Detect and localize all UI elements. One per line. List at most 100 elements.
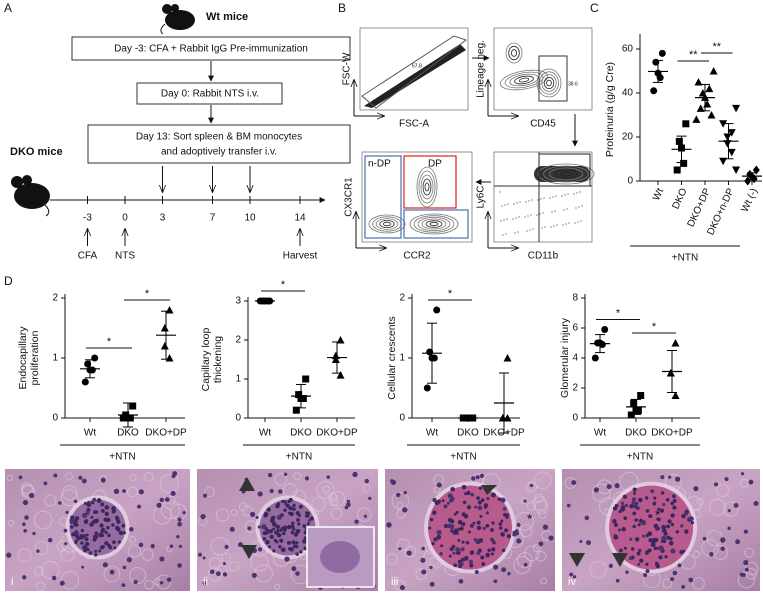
nucleus	[94, 553, 98, 557]
nucleus	[257, 491, 263, 497]
nucleus	[485, 552, 491, 558]
significance-label: *	[616, 307, 621, 319]
nucleus	[487, 548, 491, 552]
nucleus	[677, 563, 682, 568]
nucleus	[476, 525, 482, 531]
nucleus	[295, 528, 301, 534]
nucleus	[621, 527, 626, 532]
event-dot	[541, 227, 543, 229]
tubule	[394, 579, 406, 591]
tubule	[126, 486, 138, 498]
nucleus	[727, 526, 731, 530]
nucleus	[453, 528, 459, 534]
y-axis-label: proliferation	[29, 330, 41, 385]
nucleus	[275, 524, 280, 530]
contour	[368, 214, 406, 234]
nucleus	[402, 507, 408, 513]
data-point	[705, 84, 714, 93]
nucleus	[114, 515, 119, 520]
event-dot	[536, 214, 538, 216]
nucleus	[261, 524, 267, 530]
nucleus	[629, 504, 634, 509]
nucleus	[501, 548, 506, 553]
data-point	[666, 369, 675, 377]
nucleus	[51, 575, 57, 581]
nucleus	[429, 517, 434, 522]
nucleus	[137, 504, 142, 509]
y-tick-label: 6	[572, 323, 578, 334]
nucleus	[443, 523, 449, 529]
nucleus	[390, 479, 397, 486]
nucleus	[117, 540, 121, 544]
nucleus	[461, 484, 467, 490]
event-dot	[566, 208, 568, 210]
event-dot	[554, 210, 556, 212]
data-point	[295, 391, 303, 399]
nucleus	[121, 583, 126, 588]
event-dot	[515, 217, 517, 219]
nucleus	[229, 526, 235, 532]
nucleus	[632, 491, 636, 495]
event-dot	[578, 206, 580, 208]
tubule	[34, 541, 49, 556]
nucleus	[500, 497, 506, 503]
nucleus	[200, 513, 206, 520]
step-box	[71, 36, 351, 61]
event-dot	[549, 197, 551, 199]
nucleus	[579, 539, 583, 543]
tubule	[141, 548, 154, 561]
flow-x-label: CD11b	[528, 251, 559, 262]
nucleus	[96, 498, 102, 503]
nucleus	[88, 550, 93, 555]
nucleus	[744, 567, 749, 572]
nucleus	[664, 555, 668, 559]
nucleus	[84, 537, 89, 542]
nucleus	[640, 519, 647, 526]
nucleus	[93, 534, 97, 539]
nucleus	[122, 489, 126, 493]
y-tick-label: 2	[572, 383, 578, 394]
nucleus	[469, 523, 474, 528]
x-tick-label: DKO	[625, 428, 647, 439]
nucleus	[491, 521, 495, 525]
nucleus	[302, 524, 307, 528]
nucleus	[584, 515, 590, 521]
data-point	[503, 414, 512, 422]
nucleus	[111, 523, 115, 527]
tubule	[520, 497, 528, 505]
nucleus	[100, 502, 105, 507]
data-point	[727, 129, 736, 137]
contour	[429, 221, 439, 227]
tubule	[250, 553, 269, 572]
tubule	[712, 545, 728, 561]
nucleus	[80, 528, 85, 533]
nucleus	[735, 539, 741, 545]
nucleus	[70, 525, 74, 529]
data-point	[430, 354, 438, 362]
nucleus	[386, 522, 392, 528]
nucleus	[69, 517, 75, 524]
nucleus	[650, 489, 655, 494]
nucleus	[635, 506, 640, 511]
nucleus	[503, 512, 507, 517]
nucleus	[288, 511, 292, 516]
x-tick-label: DKO+DP	[316, 428, 358, 439]
nucleus	[82, 545, 87, 550]
data-point	[627, 411, 635, 419]
nucleus	[490, 528, 495, 532]
nucleus	[368, 496, 372, 501]
data-point	[630, 399, 638, 407]
flow-y-label: FSC-W	[342, 52, 353, 85]
event-dot	[565, 223, 567, 225]
tubule	[716, 483, 730, 497]
nucleus	[346, 502, 351, 508]
nucleus	[83, 501, 87, 505]
tubule	[128, 535, 137, 544]
tubule	[221, 552, 232, 563]
tubule	[396, 501, 404, 509]
nucleus	[202, 581, 207, 586]
group-label: +NTN	[627, 452, 653, 463]
panel-letter: C	[590, 1, 599, 15]
nucleus	[474, 538, 479, 543]
nucleus	[618, 548, 623, 553]
